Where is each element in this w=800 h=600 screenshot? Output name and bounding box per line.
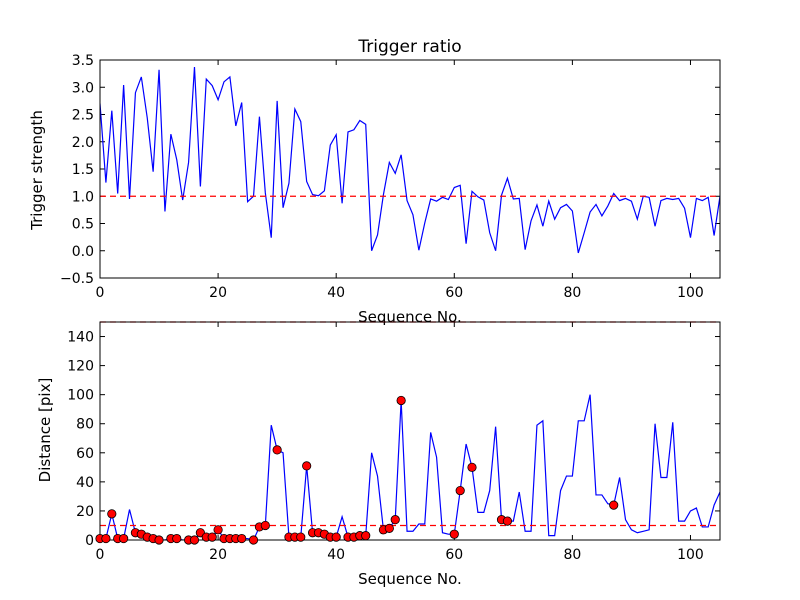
data-point-marker [172, 533, 182, 544]
data-point-marker [390, 515, 400, 525]
x-tick-label: 0 [96, 547, 105, 563]
data-point-marker [213, 525, 223, 535]
data-point-marker [248, 535, 259, 545]
plot-area: 0 20 40 60 80 100 −0.5 0.0 0.5 1.0 1.5 2.0 2.5 3.0 3.5 [60, 53, 721, 301]
y-tick-label: 2.5 [72, 108, 94, 124]
x-tick-label: 100 [677, 285, 704, 301]
data-point-marker [302, 461, 312, 471]
distance-chart: Sequence No. Distance [pix] 0 20 40 60 80 100… [36, 321, 721, 588]
y-tick-label: 3.5 [72, 53, 94, 69]
x-tick-label: 40 [327, 285, 345, 301]
data-point-marker [207, 532, 217, 542]
data-point-marker [119, 533, 129, 544]
y-tick-label: 2.0 [72, 135, 94, 151]
trigger-strength-line [100, 67, 720, 254]
y-tick-label: 100 [67, 388, 94, 404]
x-tick-label: 60 [445, 285, 463, 301]
distance-line [100, 394, 720, 540]
x-tick-label: 20 [209, 547, 227, 563]
data-point-marker [449, 529, 459, 539]
x-tick-label: 80 [563, 547, 581, 563]
y-tick-label: 120 [67, 359, 94, 375]
x-tick-label: 80 [563, 285, 581, 301]
data-point-marker [396, 395, 406, 406]
y-tick-label: 0 [85, 533, 94, 549]
x-tick-label: 20 [209, 285, 227, 301]
data-point-marker [101, 533, 111, 544]
y-tick-label: 3.0 [72, 80, 94, 96]
data-point-marker [467, 462, 477, 472]
y-tick-label: 40 [76, 475, 94, 491]
x-axis-label: Sequence No. [358, 570, 462, 588]
data-point-marker [107, 509, 117, 519]
y-tick-label: 140 [67, 330, 94, 346]
plot-content [100, 321, 720, 540]
trigger-ratio-chart: Trigger ratio Sequence No. Trigger stren… [28, 37, 721, 326]
data-point-marker [237, 533, 247, 544]
x-tick-label: 60 [445, 547, 463, 563]
plot-content [100, 67, 720, 254]
y-tick-label: 0.0 [72, 244, 94, 260]
data-point-marker [189, 535, 200, 545]
x-tick-label: 40 [327, 547, 345, 563]
data-point-marker [502, 516, 513, 526]
data-point-marker [331, 532, 341, 542]
data-point-marker [361, 531, 371, 541]
axes-frame [99, 59, 721, 279]
x-tick-label: 0 [96, 285, 105, 301]
y-axis-label: Trigger strength [28, 110, 46, 231]
axes-frame [99, 321, 721, 541]
data-point-marker [384, 523, 394, 533]
y-axis-label: Distance [pix] [36, 378, 54, 483]
plot-area: 0 20 40 60 80 100 0 20 40 60 80 100 120 140 [67, 321, 721, 563]
data-point-marker [609, 500, 619, 510]
chart-title: Trigger ratio [357, 37, 461, 57]
x-axis-label: Sequence No. [358, 308, 462, 326]
y-tick-label: −0.5 [60, 271, 94, 287]
y-tick-label: 80 [76, 417, 94, 433]
data-point-marker [455, 485, 465, 496]
data-point-marker [260, 520, 270, 531]
x-tick-label: 100 [677, 547, 704, 563]
y-tick-label: 1.0 [72, 189, 94, 205]
y-tick-label: 0.5 [72, 217, 94, 233]
y-tick-label: 20 [76, 504, 94, 520]
data-point-marker [272, 445, 282, 455]
y-tick-label: 1.5 [72, 162, 94, 178]
data-point-marker [296, 532, 306, 542]
data-point-marker [154, 535, 164, 545]
y-tick-label: 60 [76, 446, 94, 462]
